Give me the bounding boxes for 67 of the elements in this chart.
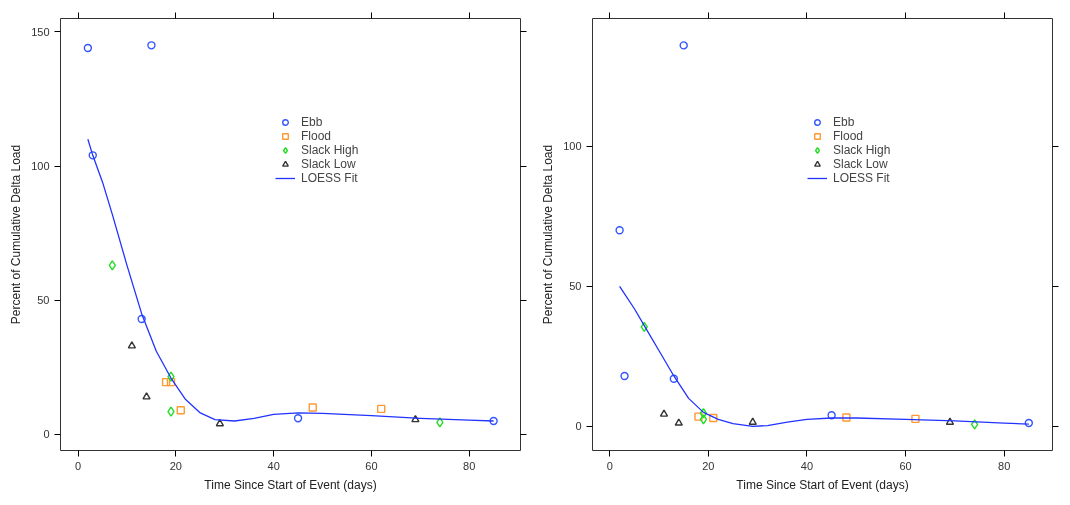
x-tick-label: 80 — [463, 459, 476, 472]
point — [167, 406, 175, 417]
point — [699, 414, 708, 425]
point — [142, 392, 151, 400]
x-tick-label: 80 — [998, 459, 1011, 472]
line-series — [618, 285, 1030, 428]
point — [215, 418, 225, 427]
y-tick-label: 0 — [43, 428, 50, 441]
y-axis-title: Percent of Cumulative Delta Load — [9, 144, 24, 325]
point — [911, 414, 920, 424]
x-tick-label: 0 — [606, 459, 613, 472]
point — [88, 151, 97, 160]
point — [176, 406, 185, 415]
point — [108, 260, 117, 271]
point — [489, 416, 498, 426]
point — [166, 377, 176, 387]
point — [1024, 418, 1034, 428]
x-axis-title: Time Since Start of Event (days) — [204, 477, 377, 492]
x-tick-label: 60 — [365, 459, 378, 472]
point — [137, 314, 146, 324]
y-tick-label: 100 — [563, 140, 582, 153]
y-tick-label: 50 — [569, 280, 582, 293]
x-tick-label: 0 — [75, 459, 82, 472]
legend-label: LOESS Fit — [301, 171, 358, 185]
x-axis-title: Time Since Start of Event (days) — [736, 477, 909, 492]
point — [669, 374, 679, 383]
point — [83, 43, 93, 53]
point — [620, 371, 629, 381]
legend-label: Slack High — [833, 143, 891, 157]
legend-label: LOESS Fit — [833, 171, 890, 185]
legend-label: Ebb — [301, 115, 323, 129]
point — [970, 419, 979, 430]
point — [615, 226, 624, 235]
point — [436, 417, 444, 428]
x-tick-label: 20 — [169, 459, 182, 472]
point — [376, 404, 386, 414]
y-tick-label: 0 — [575, 420, 582, 433]
point — [308, 403, 317, 412]
legend-label: Ebb — [833, 115, 855, 129]
legend-label: Slack High — [301, 143, 359, 157]
point — [748, 417, 757, 425]
point — [161, 377, 171, 387]
legend-label: Slack Low — [833, 157, 888, 171]
x-tick-label: 20 — [702, 459, 715, 472]
point — [127, 341, 137, 349]
point — [167, 371, 175, 382]
point — [699, 408, 708, 419]
point — [694, 412, 703, 421]
x-tick-label: 60 — [899, 459, 912, 472]
y-tick-label: 50 — [37, 294, 50, 307]
legend-label: Flood — [301, 129, 332, 143]
point — [945, 417, 955, 425]
point — [674, 418, 683, 426]
legend-label: Slack Low — [301, 157, 356, 171]
point — [293, 414, 303, 423]
point — [147, 41, 156, 50]
legend-label: Flood — [833, 129, 864, 143]
point — [659, 409, 669, 417]
x-tick-label: 40 — [267, 459, 280, 472]
y-tick-label: 100 — [31, 160, 50, 173]
point — [411, 414, 420, 423]
y-axis-title: Percent of Cumulative Delta Load — [541, 144, 556, 325]
point — [679, 41, 688, 50]
point — [709, 413, 718, 423]
x-tick-label: 40 — [800, 459, 814, 472]
point — [842, 413, 851, 422]
y-tick-label: 150 — [31, 25, 50, 38]
